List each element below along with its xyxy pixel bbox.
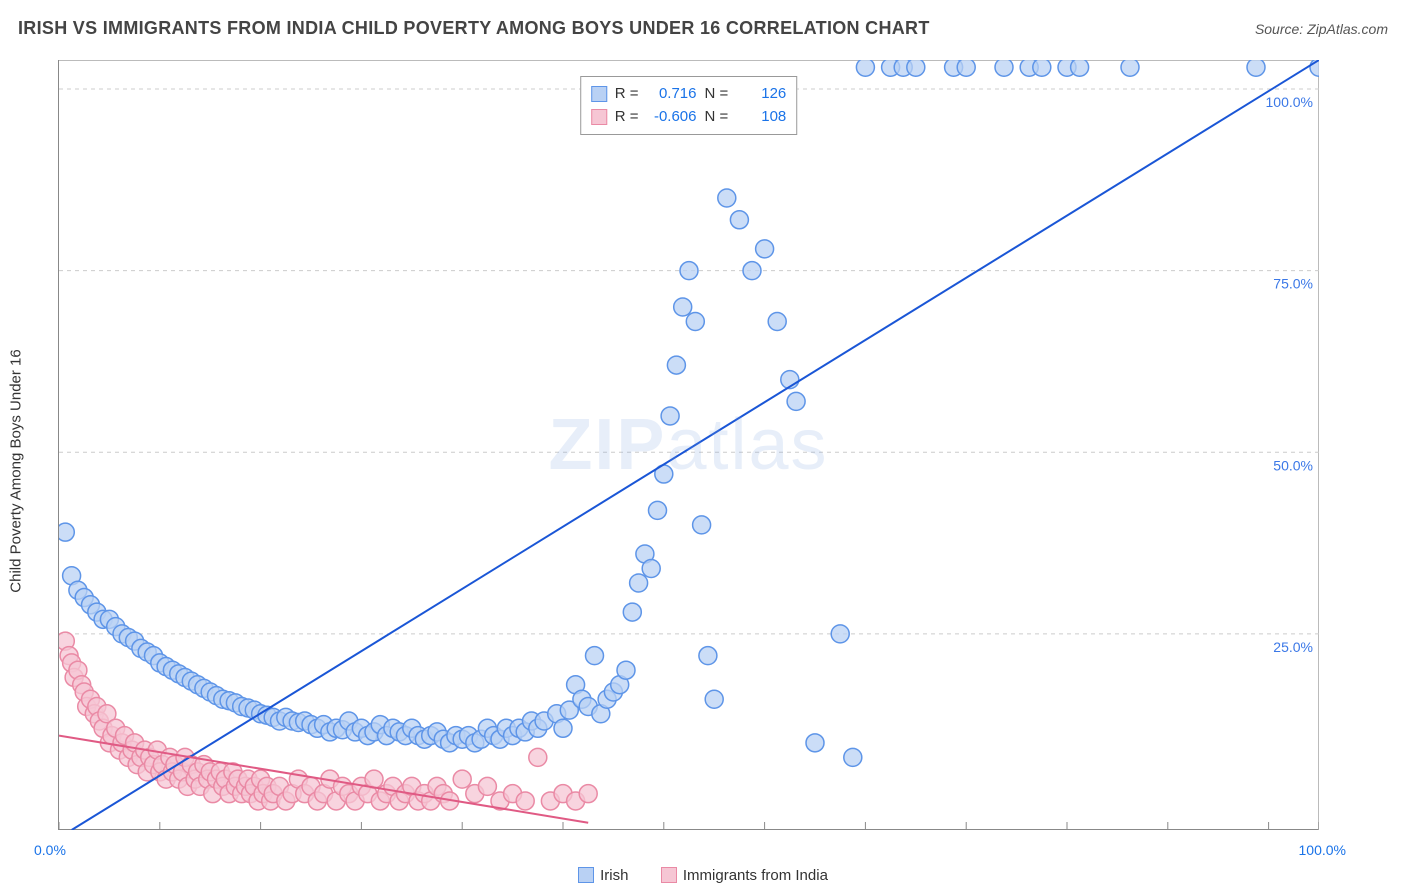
n-value-irish: 126 xyxy=(736,83,786,106)
legend-text-india: Immigrants from India xyxy=(683,867,828,884)
n-value-india: 108 xyxy=(736,106,786,129)
svg-text:25.0%: 25.0% xyxy=(1273,639,1313,655)
r-label: R = xyxy=(615,83,639,106)
x-axis-max-label: 100.0% xyxy=(1299,842,1346,858)
r-label: R = xyxy=(615,106,639,129)
n-label: N = xyxy=(705,106,729,129)
legend-swatch-india xyxy=(591,109,607,125)
x-axis-min-label: 0.0% xyxy=(34,842,66,858)
bottom-legend: Irish Immigrants from India xyxy=(0,867,1406,889)
legend-swatch-india-icon xyxy=(661,867,677,883)
svg-text:75.0%: 75.0% xyxy=(1273,276,1313,292)
stats-row-india: R = -0.606 N = 108 xyxy=(591,106,787,129)
plot-svg: 25.0% 50.0% 75.0% 100.0% xyxy=(59,60,1319,830)
n-label: N = xyxy=(705,83,729,106)
legend-text-irish: Irish xyxy=(600,867,628,884)
legend-swatch-irish-icon xyxy=(578,867,594,883)
stats-row-irish: R = 0.716 N = 126 xyxy=(591,83,787,106)
source-label: Source: ZipAtlas.com xyxy=(1255,21,1388,37)
svg-text:100.0%: 100.0% xyxy=(1266,94,1313,110)
chart-title: IRISH VS IMMIGRANTS FROM INDIA CHILD POV… xyxy=(18,18,930,39)
r-value-india: -0.606 xyxy=(647,106,697,129)
plot-area: 25.0%50.0%75.0%100.0% ZIPatlas R = 0.716… xyxy=(58,60,1318,830)
stats-legend-box: R = 0.716 N = 126 R = -0.606 N = 108 xyxy=(580,76,798,135)
r-value-irish: 0.716 xyxy=(647,83,697,106)
y-axis-label: Child Poverty Among Boys Under 16 xyxy=(8,349,25,592)
chart-container: Child Poverty Among Boys Under 16 25.0% 5… xyxy=(0,50,1406,892)
legend-item-india: Immigrants from India xyxy=(661,867,828,884)
legend-swatch-irish xyxy=(591,86,607,102)
svg-text:50.0%: 50.0% xyxy=(1273,457,1313,473)
legend-item-irish: Irish xyxy=(578,867,628,884)
